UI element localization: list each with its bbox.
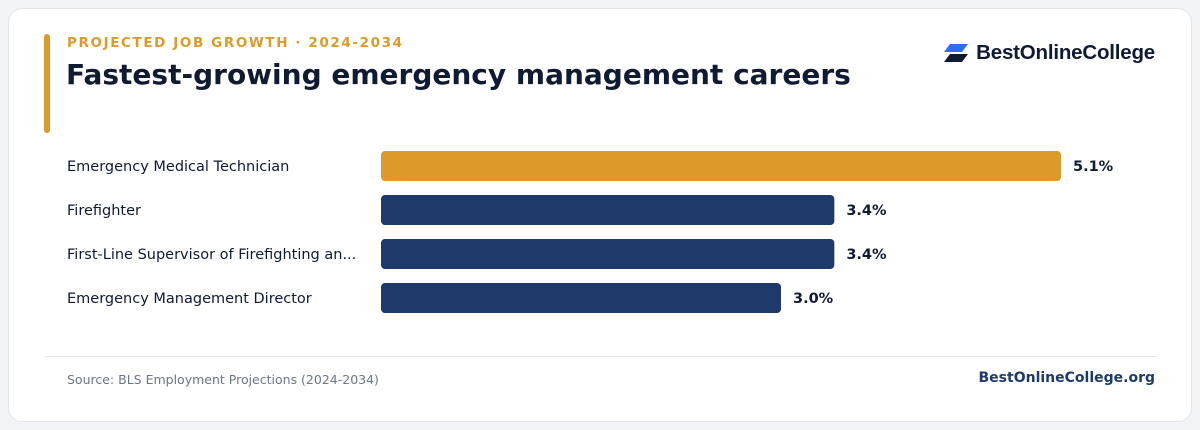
category-label: First-Line Supervisor of Firefighting an…	[67, 247, 356, 263]
brand-name: BestOnlineCollege	[976, 41, 1155, 64]
value-label: 3.4%	[846, 247, 887, 263]
chart-title: Fastest-growing emergency management car…	[66, 58, 851, 91]
bar	[381, 283, 781, 313]
chart-eyebrow: PROJECTED JOB GROWTH · 2024-2034	[67, 35, 404, 51]
parallelogram-stack-icon	[944, 44, 969, 62]
category-label: Emergency Management Director	[67, 291, 312, 307]
bar	[381, 151, 1061, 181]
category-label: Firefighter	[67, 203, 141, 219]
accent-bar	[44, 34, 50, 133]
brand-logo-lockup[interactable]: BestOnlineCollege	[944, 41, 1155, 65]
value-label: 3.4%	[846, 203, 887, 219]
value-label: 5.1%	[1073, 159, 1114, 175]
category-label: Emergency Medical Technician	[67, 159, 289, 175]
source-note: Source: BLS Employment Projections (2024…	[67, 372, 379, 387]
value-label: 3.0%	[793, 291, 834, 307]
footer-divider	[44, 356, 1157, 357]
bar	[381, 195, 835, 225]
site-link[interactable]: BestOnlineCollege.org	[978, 370, 1155, 386]
chart-card: PROJECTED JOB GROWTH · 2024-2034 Fastest…	[8, 8, 1192, 422]
bar	[381, 239, 835, 269]
